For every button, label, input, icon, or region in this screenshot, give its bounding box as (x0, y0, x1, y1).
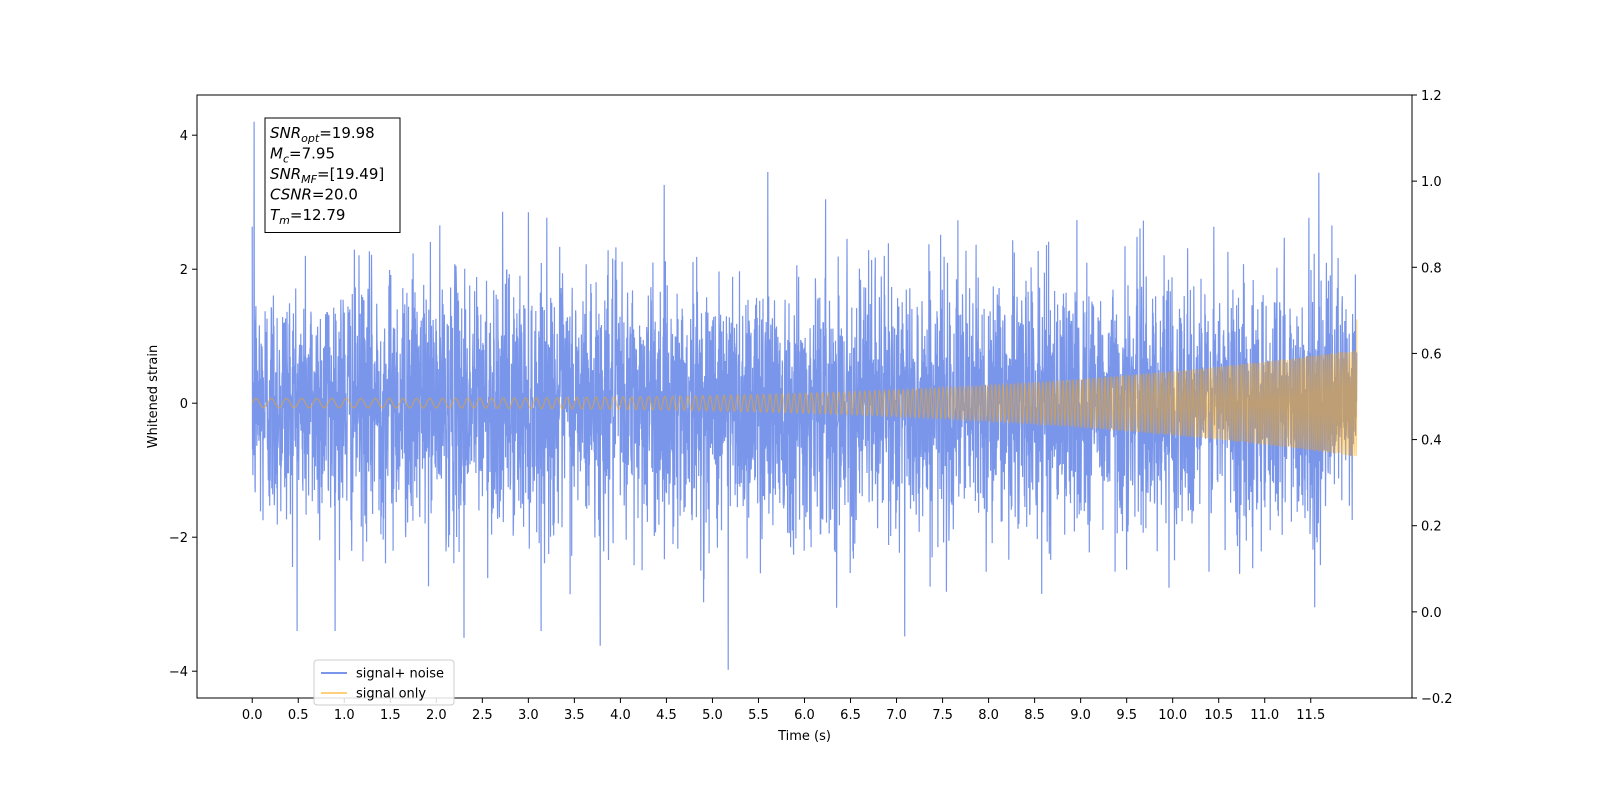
y-axis-label: Whitened strain (146, 345, 161, 448)
annotation-symbol: SNR (270, 124, 301, 142)
x-axis-label: Time (s) (777, 729, 831, 744)
x-tick-label: 6.5 (840, 708, 861, 723)
legend-label: signal only (356, 687, 426, 702)
y-right-tick-label: −0.2 (1421, 692, 1453, 707)
annotation-subscript: c (283, 153, 289, 166)
y-right-tick-label: 1.0 (1421, 175, 1442, 190)
y-tick-label: −4 (169, 665, 188, 680)
annotation-subscript: opt (301, 132, 320, 145)
annotation-line: Tm=12.79 (270, 206, 345, 227)
x-tick-label: 9.5 (1116, 708, 1137, 723)
x-tick-label: 10.5 (1204, 708, 1233, 723)
legend: signal+ noise signal only (313, 659, 455, 706)
annotation-subscript: MF (301, 173, 317, 186)
y-right-tick-label: 0.6 (1421, 347, 1442, 362)
y-right-tick-label: 0.0 (1421, 606, 1442, 621)
x-tick-label: 8.0 (978, 708, 999, 723)
annotation-value: =[19.49] (317, 165, 384, 183)
x-axis: 0.0 0.5 1.0 1.5 2.0 2.5 3.0 3.5 4.0 4.5 5.0 5.5 6.0 6… (242, 698, 1325, 723)
x-tick-label: 4.0 (610, 708, 631, 723)
x-tick-label: 2.5 (472, 708, 493, 723)
x-tick-label: 0.0 (242, 708, 263, 723)
y-axis-left: −4 −2 0 2 4 (169, 129, 197, 680)
y-right-tick-label: 0.2 (1421, 520, 1442, 535)
annotation-line: Mc=7.95 (270, 145, 335, 166)
x-tick-label: 4.5 (656, 708, 677, 723)
y-tick-label: 0 (180, 397, 188, 412)
annotation-value: =19.98 (319, 124, 375, 142)
x-tick-label: 0.5 (288, 708, 309, 723)
annotation-subscript: m (279, 214, 290, 227)
x-tick-label: 7.5 (932, 708, 953, 723)
annotation-symbol: T (270, 206, 281, 224)
y-tick-label: −2 (169, 531, 188, 546)
annotation-symbol: M (270, 145, 283, 163)
annotation-line: SNRMF=[19.49] (270, 165, 384, 186)
annotation-symbol: CSNR (270, 186, 312, 204)
annotation-value: =12.79 (290, 206, 346, 224)
x-tick-label: 1.0 (334, 708, 355, 723)
x-tick-label: 5.0 (702, 708, 723, 723)
annotation-line: SNRopt=19.98 (270, 124, 375, 145)
legend-label: signal+ noise (356, 667, 444, 682)
annotation-symbol: SNR (270, 165, 301, 183)
y-right-tick-label: 0.8 (1421, 261, 1442, 276)
annotation-value: =7.95 (289, 145, 335, 163)
y-right-tick-label: 0.4 (1421, 434, 1442, 449)
x-tick-label: 7.0 (886, 708, 907, 723)
x-tick-label: 5.5 (748, 708, 769, 723)
y-tick-label: 4 (180, 129, 188, 144)
annotation-value: =20.0 (312, 186, 358, 204)
legend-frame (313, 659, 455, 706)
y-tick-label: 2 (180, 263, 188, 278)
x-tick-label: 11.0 (1250, 708, 1279, 723)
annotation-line: CSNR=20.0 (270, 186, 358, 204)
y-axis-right: −0.2 0.0 0.2 0.4 0.6 0.8 1.0 1.2 (1412, 89, 1453, 707)
x-tick-label: 11.5 (1296, 708, 1325, 723)
x-tick-label: 8.5 (1024, 708, 1045, 723)
y-right-tick-label: 1.2 (1421, 89, 1442, 104)
x-tick-label: 9.0 (1070, 708, 1091, 723)
x-tick-label: 3.0 (518, 708, 539, 723)
x-tick-label: 1.5 (380, 708, 401, 723)
plot-area (251, 121, 1358, 670)
x-tick-label: 3.5 (564, 708, 585, 723)
x-tick-label: 6.0 (794, 708, 815, 723)
series-signal-only-line (251, 319, 1358, 457)
annotation-box: SNRopt=19.98Mc=7.95SNRMF=[19.49]CSNR=20.… (264, 117, 401, 233)
x-tick-label: 2.0 (426, 708, 447, 723)
x-tick-label: 10.0 (1158, 708, 1187, 723)
annotation-frame (264, 117, 401, 233)
